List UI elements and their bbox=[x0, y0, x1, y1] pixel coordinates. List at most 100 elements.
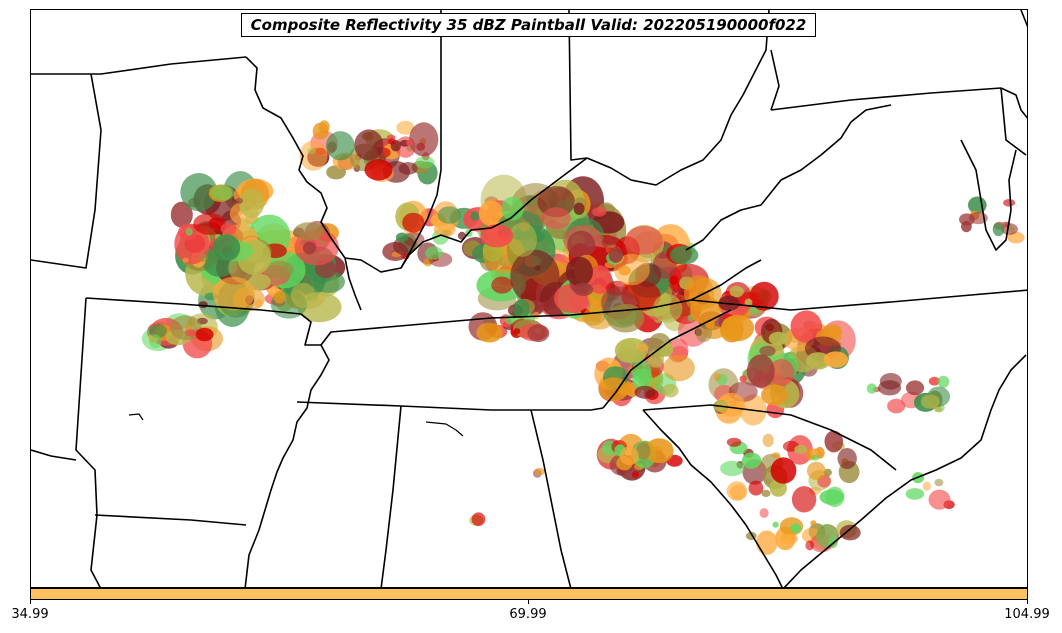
reflectivity-blob bbox=[573, 202, 585, 215]
reflectivity-blob bbox=[573, 282, 594, 296]
reflectivity-blob bbox=[537, 186, 575, 218]
colorbar-label-mid: 69.99 bbox=[509, 607, 547, 622]
reflectivity-blob bbox=[636, 343, 649, 352]
reflectivity-blob bbox=[934, 406, 943, 413]
map-title: Composite Reflectivity 35 dBZ Paintball … bbox=[241, 13, 816, 37]
reflectivity-blob bbox=[326, 131, 355, 161]
border-west-virginia bbox=[685, 104, 892, 251]
border-mississippi-north bbox=[245, 56, 362, 311]
coastline-chesapeake bbox=[960, 139, 1017, 251]
reflectivity-blob bbox=[756, 530, 778, 555]
reflectivity-blob bbox=[713, 373, 721, 381]
reflectivity-blob bbox=[265, 260, 294, 279]
reflectivity-blob bbox=[1003, 199, 1016, 207]
reflectivity-blob bbox=[290, 282, 316, 309]
reflectivity-blob bbox=[746, 354, 775, 388]
reflectivity-blob bbox=[720, 460, 745, 477]
reflectivity-blob bbox=[235, 197, 243, 204]
border-kentucky-tennessee bbox=[320, 299, 692, 346]
border-bootheel bbox=[300, 313, 321, 346]
border-alabama-georgia bbox=[530, 409, 572, 587]
reflectivity-blob bbox=[759, 345, 776, 357]
reflectivity-blob bbox=[928, 376, 941, 386]
reflectivity-blob bbox=[480, 224, 514, 248]
reflectivity-blob bbox=[607, 303, 645, 333]
reflectivity-blob bbox=[644, 438, 674, 464]
reflectivity-blob bbox=[195, 327, 214, 342]
border-iowa-missouri bbox=[31, 56, 247, 75]
reflectivity-blob bbox=[396, 120, 415, 135]
reflectivity-blob bbox=[619, 446, 639, 466]
reflectivity-blob bbox=[662, 383, 679, 398]
reflectivity-blob bbox=[587, 265, 613, 294]
reflectivity-blob bbox=[770, 457, 797, 484]
reflectivity-blob bbox=[185, 329, 197, 337]
reflectivity-blob bbox=[866, 383, 877, 394]
reflectivity-blob bbox=[772, 521, 779, 528]
reflectivity-blob bbox=[184, 324, 191, 330]
reflectivity-blob bbox=[180, 173, 218, 212]
reflectivity-blob bbox=[662, 354, 695, 382]
border-nc-sc bbox=[642, 404, 897, 471]
reflectivity-blob bbox=[809, 449, 819, 456]
reflectivity-blob bbox=[739, 375, 747, 383]
reflectivity-blob bbox=[928, 489, 951, 510]
reflectivity-blob bbox=[312, 122, 329, 140]
reflectivity-blob bbox=[491, 276, 513, 294]
reflectivity-blob bbox=[625, 226, 663, 255]
reflectivity-blob bbox=[762, 433, 774, 448]
reflectivity-blob bbox=[406, 139, 413, 146]
border-delaware bbox=[1000, 87, 1027, 156]
reflectivity-blob bbox=[170, 201, 193, 228]
reflectivity-blob bbox=[934, 478, 944, 487]
reflectivity-blob bbox=[565, 256, 594, 287]
reflectivity-blob bbox=[354, 129, 384, 161]
reflectivity-blob bbox=[212, 276, 256, 311]
border-maryland-pennsylvania bbox=[770, 87, 1002, 111]
reflectivity-blob bbox=[364, 159, 393, 181]
reflectivity-blob bbox=[220, 222, 237, 235]
reflectivity-blob bbox=[669, 245, 699, 265]
reflectivity-blob bbox=[669, 275, 679, 285]
reflectivity-blob bbox=[805, 352, 831, 370]
reflectivity-blob bbox=[437, 206, 461, 224]
reflectivity-blob bbox=[534, 467, 546, 476]
reflectivity-blob bbox=[744, 298, 753, 306]
colorbar-tick-min bbox=[30, 600, 31, 604]
reflectivity-blob bbox=[768, 359, 795, 386]
reflectivity-blob bbox=[920, 394, 940, 409]
reflectivity-blob bbox=[409, 122, 439, 157]
reflectivity-blob bbox=[149, 334, 162, 349]
border-michigan-stub bbox=[1020, 10, 1027, 28]
reflectivity-blob bbox=[608, 247, 624, 263]
reflectivity-blob bbox=[387, 138, 397, 145]
reflectivity-blob bbox=[302, 241, 317, 255]
border-illinois-indiana bbox=[400, 10, 442, 269]
reflectivity-blob bbox=[887, 398, 906, 414]
reflectivity-blob bbox=[823, 351, 848, 368]
colorbar bbox=[30, 588, 1028, 600]
reflectivity-blob bbox=[193, 212, 227, 235]
reflectivity-blob bbox=[748, 480, 764, 496]
reflectivity-blob bbox=[749, 307, 759, 314]
reflectivity-blob bbox=[878, 380, 902, 396]
reflectivity-blob bbox=[790, 523, 802, 534]
reflectivity-blob bbox=[780, 533, 798, 545]
reflectivity-blob bbox=[527, 324, 550, 343]
border-arkansas-south bbox=[94, 514, 247, 526]
lake-outline bbox=[425, 421, 464, 437]
reflectivity-blob bbox=[726, 437, 742, 447]
reflectivity-blob bbox=[632, 368, 653, 391]
map-canvas bbox=[31, 10, 1027, 587]
coastline-ne bbox=[1000, 87, 1027, 119]
reflectivity-blob bbox=[720, 314, 755, 342]
lake-outline-2 bbox=[128, 413, 144, 421]
reflectivity-blob bbox=[631, 471, 640, 478]
reflectivity-blob bbox=[425, 246, 443, 260]
coastline-southeast bbox=[783, 354, 1027, 587]
reflectivity-blob bbox=[825, 486, 845, 508]
reflectivity-blob bbox=[810, 520, 817, 526]
border-ohio-river-west bbox=[344, 157, 588, 273]
reflectivity-blob bbox=[402, 212, 425, 233]
reflectivity-paintball-layer bbox=[141, 120, 1025, 555]
